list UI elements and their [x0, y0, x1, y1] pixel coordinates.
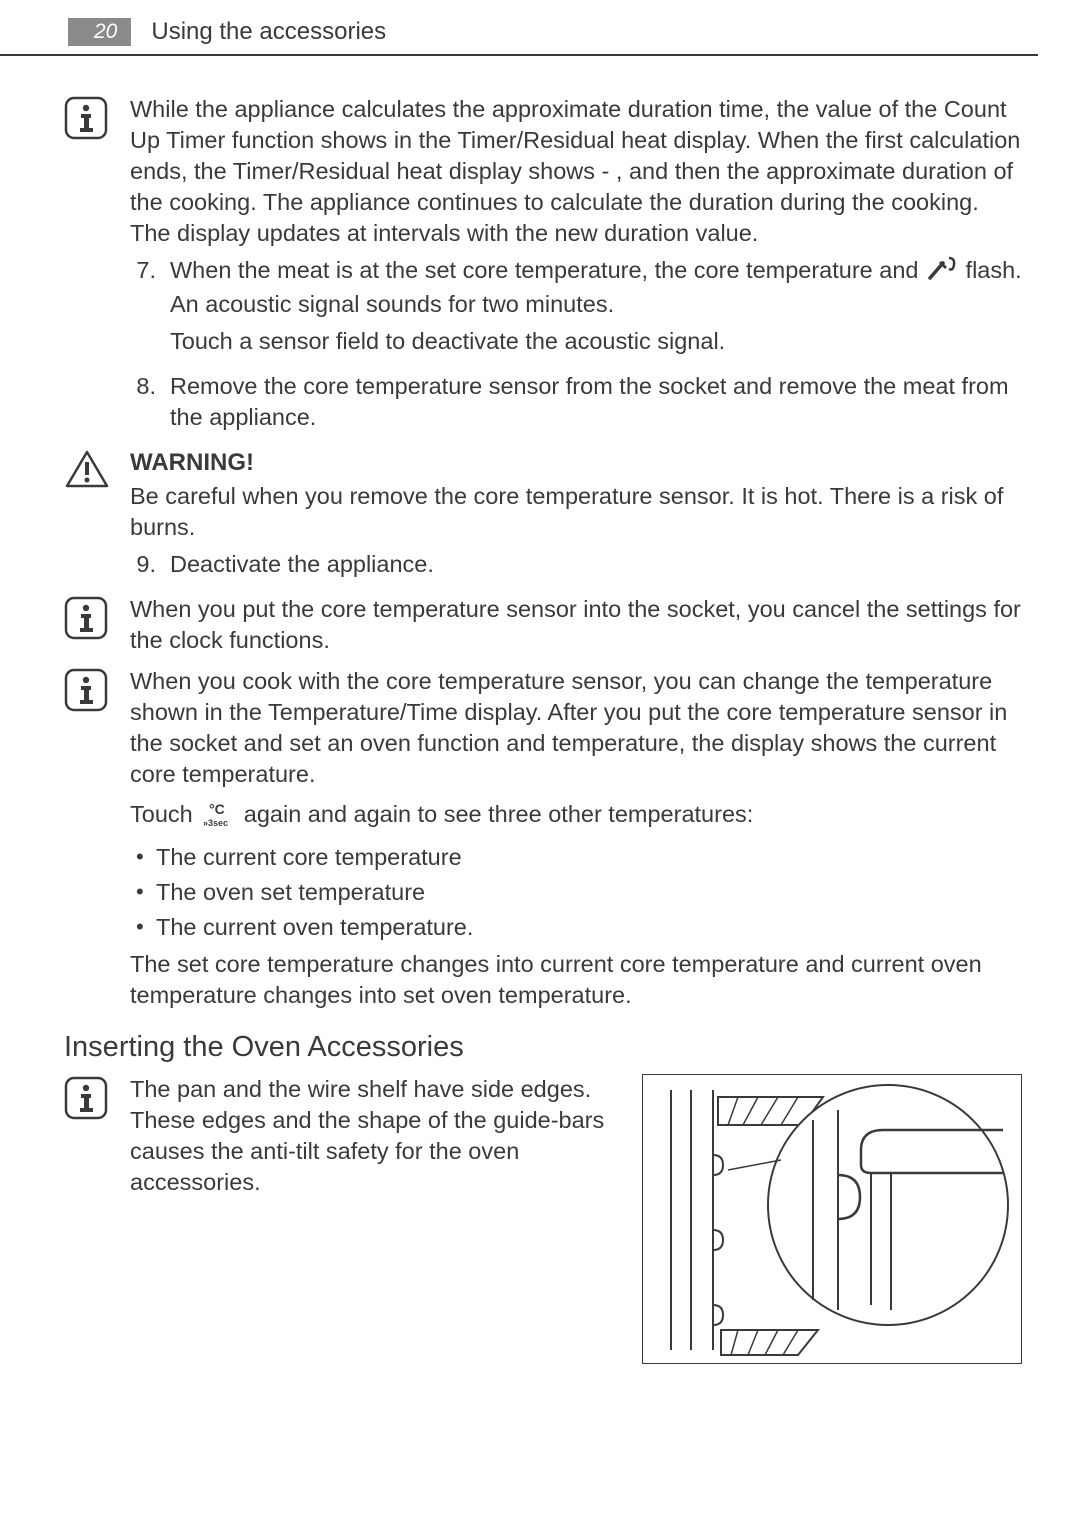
info-block-4: The pan and the wire shelf have side edg…	[64, 1074, 1022, 1364]
info3-p3: The set core temperature changes into cu…	[130, 949, 1022, 1011]
temperature-bullet-list: The current core temperature The oven se…	[130, 842, 1022, 943]
svg-text:»3sec: »3sec	[203, 818, 228, 828]
temp-c-icon: °C »3sec	[201, 800, 235, 836]
info3-p2-b: again and again to see three other tempe…	[244, 801, 754, 827]
warning-label: WARNING!	[130, 447, 1022, 479]
step-8: 8. Remove the core temperature sensor fr…	[130, 371, 1022, 433]
info-icon	[64, 1076, 108, 1120]
step-8-text: Remove the core temperature sensor from …	[170, 371, 1022, 433]
info-block-3: When you cook with the core temperature …	[64, 666, 1022, 1011]
info-text-1: While the appliance calculates the appro…	[130, 94, 1022, 439]
step-7: 7. When the meat is at the set core temp…	[130, 255, 1022, 365]
step-7-text: When the meat is at the set core tempera…	[170, 255, 1022, 365]
step7-text-a: When the meat is at the set core tempera…	[170, 257, 925, 283]
info-block-2: When you put the core temperature sensor…	[64, 594, 1022, 656]
info1-paragraph: While the appliance calculates the appro…	[130, 94, 1022, 249]
warning-block: WARNING! Be careful when you remove the …	[64, 447, 1022, 586]
info-icon	[64, 96, 108, 140]
info3-p2: Touch °C »3sec again and again to see th…	[130, 798, 1022, 834]
info-icon	[64, 668, 108, 712]
step-number-9: 9.	[130, 549, 170, 580]
info2-text: When you put the core temperature sensor…	[130, 594, 1022, 656]
info4-text: The pan and the wire shelf have side edg…	[130, 1074, 622, 1364]
icon-column	[64, 594, 130, 656]
page-number-box: 20	[68, 18, 131, 46]
page-number: 20	[94, 20, 117, 43]
list-item: The current core temperature	[130, 842, 1022, 873]
list-item: The current oven temperature.	[130, 912, 1022, 943]
info3-p2-a: Touch	[130, 801, 199, 827]
step-9-text: Deactivate the appliance.	[170, 549, 1022, 580]
info-icon	[64, 596, 108, 640]
icon-column	[64, 447, 130, 586]
info3-text-col: When you cook with the core temperature …	[130, 666, 1022, 1011]
step-number-7: 7.	[130, 255, 170, 365]
svg-text:°C: °C	[209, 801, 225, 817]
section-heading: Inserting the Oven Accessories	[64, 1031, 1022, 1064]
warning-icon	[64, 449, 110, 489]
step7-sub: Touch a sensor field to deactivate the a…	[170, 326, 1022, 357]
info4-row: The pan and the wire shelf have side edg…	[130, 1074, 1022, 1364]
icon-column	[64, 1074, 130, 1364]
icon-column	[64, 666, 130, 1011]
list-item: The oven set temperature	[130, 877, 1022, 908]
warning-text-col: WARNING! Be careful when you remove the …	[130, 447, 1022, 586]
probe-icon	[927, 255, 957, 289]
step-number-8: 8.	[130, 371, 170, 433]
warning-text: Be careful when you remove the core temp…	[130, 481, 1022, 543]
icon-column	[64, 94, 130, 439]
step-9: 9. Deactivate the appliance.	[130, 549, 1022, 580]
page-content: While the appliance calculates the appro…	[0, 94, 1080, 1364]
page-header: 20 Using the accessories	[0, 0, 1038, 56]
info-block-1: While the appliance calculates the appro…	[64, 94, 1022, 439]
info3-p1: When you cook with the core temperature …	[130, 666, 1022, 790]
oven-rail-diagram	[642, 1074, 1022, 1364]
header-title: Using the accessories	[151, 18, 386, 46]
